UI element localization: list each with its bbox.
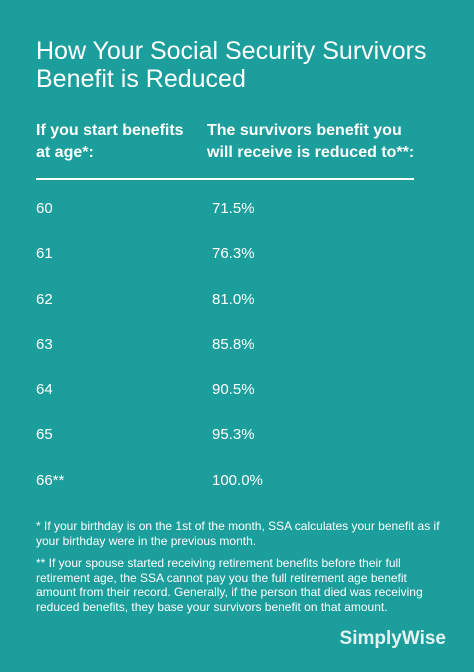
age-cell: 61 <box>36 245 53 263</box>
page-title: How Your Social Security Survivors Benef… <box>36 37 427 93</box>
age-cell: 64 <box>36 381 53 399</box>
table-row: 62 81.0% <box>36 289 436 334</box>
percentage-cell: 85.8% <box>212 335 255 353</box>
footnote-birthday: * If your birthday is on the 1st of the … <box>36 519 440 548</box>
age-cell: 62 <box>36 290 53 308</box>
percentage-column-header: The survivors benefit you will receive i… <box>207 122 415 161</box>
brand-logo: SimplyWise <box>339 628 446 649</box>
benefit-table: 60 71.5% 61 76.3% 62 81.0% 63 85.8% 64 9… <box>36 198 436 515</box>
percentage-cell: 81.0% <box>212 290 255 308</box>
table-row: 60 71.5% <box>36 198 436 243</box>
age-cell: 66** <box>36 471 65 489</box>
percentage-cell: 100.0% <box>212 471 263 489</box>
header-divider <box>36 178 414 180</box>
table-row: 65 95.3% <box>36 424 436 469</box>
percentage-cell: 76.3% <box>212 245 255 263</box>
age-cell: 60 <box>36 200 53 217</box>
table-row: 66** 100.0% <box>36 470 436 515</box>
percentage-cell: 95.3% <box>212 426 255 444</box>
percentage-cell: 71.5% <box>212 200 255 217</box>
age-cell: 65 <box>36 426 53 444</box>
age-column-header: If you start benefits at age*: <box>36 122 184 161</box>
percentage-cell: 90.5% <box>212 381 255 399</box>
table-row: 63 85.8% <box>36 334 436 379</box>
footnote-spouse: ** If your spouse started receiving reti… <box>36 556 423 614</box>
age-cell: 63 <box>36 335 53 353</box>
table-row: 64 90.5% <box>36 379 436 424</box>
table-row: 61 76.3% <box>36 243 436 288</box>
